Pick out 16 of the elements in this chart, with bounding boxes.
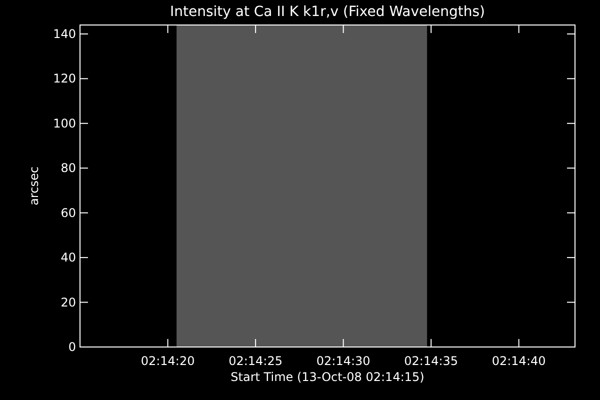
y-tick-label: 0 (68, 340, 76, 354)
y-tick-label: 120 (53, 72, 76, 86)
x-tick-label: 02:14:30 (316, 354, 370, 368)
chart-title: Intensity at Ca II K k1r,v (Fixed Wavelengths) (170, 4, 485, 20)
x-tick-label: 02:14:35 (404, 354, 458, 368)
x-tick-label: 02:14:25 (228, 354, 283, 368)
x-tick-label: 02:14:40 (492, 354, 546, 368)
y-axis-title: arcsec (27, 166, 41, 206)
y-tick-label: 80 (60, 161, 76, 176)
y-tick-label: 140 (53, 26, 76, 41)
x-axis-title: Start Time (13-Oct-08 02:14:15) (230, 370, 424, 384)
y-tick-label: 60 (60, 206, 76, 220)
y-tick-label: 20 (60, 295, 76, 310)
y-tick-label: 100 (53, 116, 76, 130)
x-tick-label: 02:14:20 (140, 354, 195, 368)
y-tick-label: 40 (60, 250, 76, 265)
